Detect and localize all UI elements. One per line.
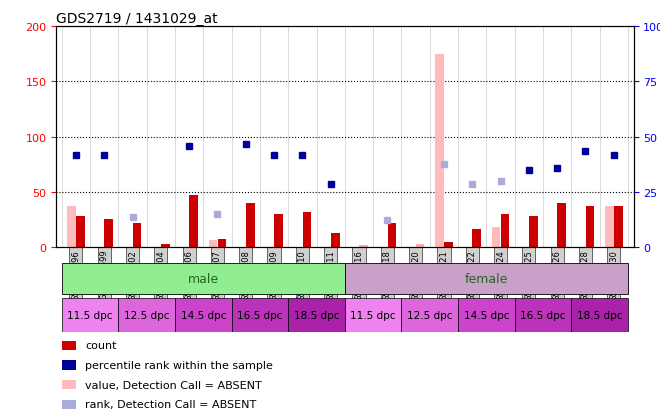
Bar: [62, 361, 77, 370]
Bar: [331, 233, 339, 248]
Bar: [189, 196, 198, 248]
Text: female: female: [465, 272, 508, 285]
Text: GDS2719 / 1431029_at: GDS2719 / 1431029_at: [56, 12, 218, 26]
Text: 18.5 dpc: 18.5 dpc: [294, 310, 339, 320]
Bar: [161, 244, 170, 248]
Text: 12.5 dpc: 12.5 dpc: [407, 310, 453, 320]
Text: rank, Detection Call = ABSENT: rank, Detection Call = ABSENT: [85, 399, 256, 409]
Bar: [515, 298, 572, 332]
Bar: [492, 228, 500, 248]
Bar: [303, 212, 312, 248]
Bar: [118, 298, 175, 332]
Bar: [401, 298, 458, 332]
Text: 14.5 dpc: 14.5 dpc: [181, 310, 226, 320]
Bar: [444, 242, 453, 248]
Bar: [558, 204, 566, 248]
Bar: [232, 298, 288, 332]
Bar: [345, 263, 628, 294]
Bar: [209, 240, 217, 248]
Text: count: count: [85, 341, 116, 351]
Text: 11.5 dpc: 11.5 dpc: [350, 310, 396, 320]
Bar: [62, 380, 77, 389]
Bar: [416, 244, 424, 248]
Bar: [473, 229, 481, 248]
Text: male: male: [187, 272, 219, 285]
Bar: [501, 215, 510, 248]
Bar: [62, 341, 77, 350]
Bar: [614, 207, 622, 248]
Text: 11.5 dpc: 11.5 dpc: [67, 310, 113, 320]
Bar: [572, 298, 628, 332]
Text: 14.5 dpc: 14.5 dpc: [463, 310, 509, 320]
Bar: [62, 400, 77, 409]
Text: 12.5 dpc: 12.5 dpc: [124, 310, 170, 320]
Text: 16.5 dpc: 16.5 dpc: [237, 310, 282, 320]
Bar: [175, 298, 232, 332]
Bar: [458, 298, 515, 332]
Bar: [67, 207, 76, 248]
Bar: [605, 207, 614, 248]
Text: 16.5 dpc: 16.5 dpc: [520, 310, 566, 320]
Bar: [218, 239, 226, 248]
Bar: [435, 55, 444, 248]
Bar: [76, 217, 84, 248]
Bar: [585, 207, 594, 248]
Text: percentile rank within the sample: percentile rank within the sample: [85, 360, 273, 370]
Bar: [133, 223, 141, 248]
Bar: [288, 298, 345, 332]
Bar: [62, 263, 345, 294]
Bar: [387, 223, 396, 248]
Bar: [529, 217, 538, 248]
Text: 18.5 dpc: 18.5 dpc: [577, 310, 622, 320]
Bar: [275, 215, 283, 248]
Bar: [62, 298, 118, 332]
Bar: [345, 298, 401, 332]
Text: value, Detection Call = ABSENT: value, Detection Call = ABSENT: [85, 380, 262, 390]
Bar: [359, 246, 368, 248]
Bar: [246, 204, 255, 248]
Bar: [104, 219, 113, 248]
